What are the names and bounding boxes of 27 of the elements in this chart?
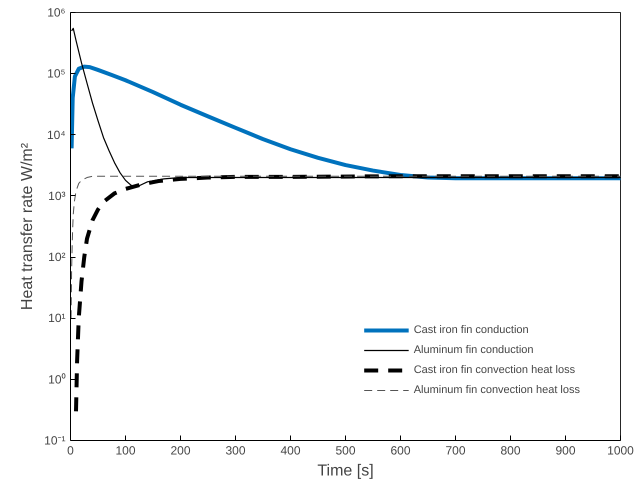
x-tick-label: 600 bbox=[390, 444, 411, 458]
legend-label: Aluminum fin conduction bbox=[414, 344, 534, 356]
x-tick-label: 900 bbox=[555, 444, 576, 458]
line-series bbox=[70, 64, 620, 180]
legend-label: Aluminum fin convection heat loss bbox=[414, 384, 580, 396]
x-tick-label: 1000 bbox=[607, 444, 634, 458]
x-tick-label: 200 bbox=[170, 444, 191, 458]
x-tick-label: 100 bbox=[115, 444, 136, 458]
line-series bbox=[70, 176, 620, 319]
x-tick-label: 700 bbox=[445, 444, 466, 458]
y-tick-label: 10⁴ bbox=[46, 128, 66, 142]
y-tick-label: 10¹ bbox=[48, 311, 66, 326]
y-tick-label: 10² bbox=[48, 250, 66, 264]
y-axis-title: Heat transfer rate W/m² bbox=[19, 142, 36, 310]
y-tick-label: 10⁵ bbox=[47, 66, 66, 81]
legend-label: Cast iron fin conduction bbox=[414, 324, 529, 336]
legend-label: Cast iron fin convection heat loss bbox=[414, 364, 576, 376]
y-tick-label: 10⁻¹ bbox=[44, 434, 66, 448]
y-tick-label: 10⁶ bbox=[47, 6, 66, 20]
y-tick-label: 10³ bbox=[48, 188, 66, 203]
x-tick-label: 800 bbox=[500, 444, 521, 458]
y-tick-label: 10⁰ bbox=[48, 372, 66, 386]
x-axis-title: Time [s] bbox=[317, 462, 374, 480]
x-tick-label: 500 bbox=[335, 444, 356, 458]
x-tick-label: 400 bbox=[280, 444, 301, 458]
x-tick-label: 0 bbox=[67, 444, 74, 458]
x-tick-label: 300 bbox=[225, 444, 246, 458]
